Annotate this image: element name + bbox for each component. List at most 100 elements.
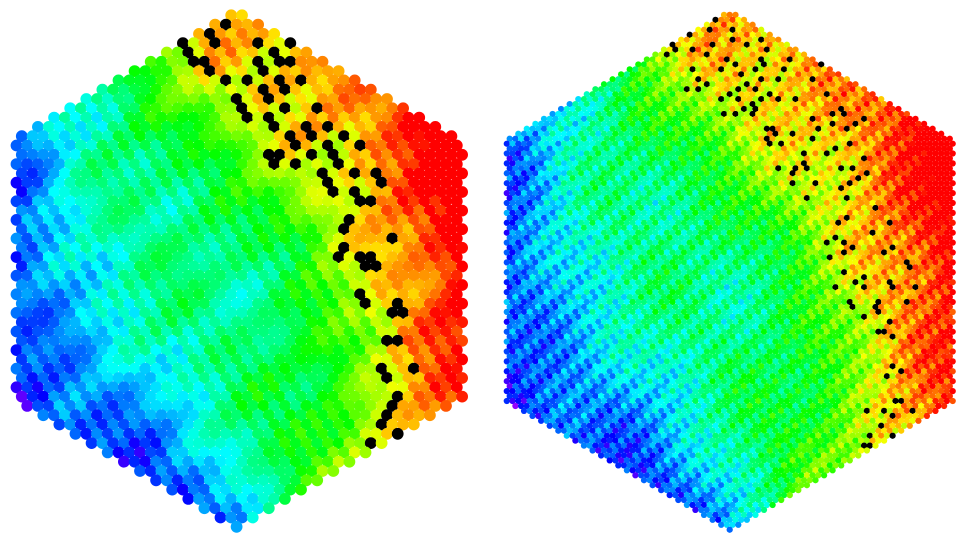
lattice-cell xyxy=(241,316,254,329)
lattice-cell xyxy=(171,325,184,338)
lattice-cell xyxy=(268,195,281,208)
lattice-cell xyxy=(629,120,636,128)
lattice-cell xyxy=(166,93,179,105)
lattice-cell xyxy=(669,41,676,48)
lattice-cell xyxy=(555,130,562,137)
lattice-cell xyxy=(354,121,366,133)
lattice-cell xyxy=(597,86,605,93)
lattice-cell xyxy=(327,409,340,422)
lattice-cell xyxy=(262,353,275,366)
lattice-cell xyxy=(316,167,329,180)
lattice-cell xyxy=(669,81,676,88)
lattice-cell xyxy=(649,115,656,123)
lattice-cell xyxy=(316,334,329,347)
lattice-cell xyxy=(53,325,66,338)
lattice-cell xyxy=(32,214,44,226)
lattice-cell xyxy=(348,204,361,217)
lattice-cell xyxy=(107,418,119,431)
lattice-cell xyxy=(798,56,805,63)
lattice-cell xyxy=(300,46,313,59)
lattice-cell xyxy=(397,307,409,319)
lattice-cell xyxy=(75,362,87,375)
lattice-cell xyxy=(709,81,716,88)
lattice-cell xyxy=(134,334,146,347)
lattice-cell xyxy=(322,400,334,412)
lattice-cell xyxy=(338,297,350,310)
lattice-cell xyxy=(150,102,162,115)
lattice-cell xyxy=(597,115,605,123)
lattice-cell xyxy=(892,120,899,128)
lattice-cell xyxy=(182,455,195,468)
lattice-cell xyxy=(198,502,211,515)
lattice-cell xyxy=(177,55,189,68)
lattice-cell xyxy=(846,110,853,118)
lattice-cell xyxy=(26,353,39,366)
lattice-cell xyxy=(715,81,722,88)
lattice-cell xyxy=(391,260,404,273)
lattice-cell xyxy=(112,223,125,236)
lattice-cell xyxy=(327,297,340,310)
lattice-cell xyxy=(80,130,93,143)
lattice-cell xyxy=(69,334,82,347)
lattice-cell xyxy=(683,36,691,43)
lattice-cell xyxy=(257,474,270,487)
lattice-cell xyxy=(171,269,184,282)
lattice-cell xyxy=(338,223,350,236)
lattice-cell xyxy=(780,76,788,83)
lattice-cell xyxy=(75,195,87,208)
lattice-cell xyxy=(85,307,98,319)
lattice-cell xyxy=(214,344,227,356)
lattice-cell xyxy=(96,344,109,356)
lattice-cell xyxy=(732,100,739,108)
lattice-cell xyxy=(402,353,415,366)
lattice-cell xyxy=(85,214,98,226)
lattice-cell xyxy=(726,71,733,78)
lattice-cell xyxy=(658,51,665,58)
lattice-cell xyxy=(166,334,179,347)
lattice-cell xyxy=(139,102,152,115)
lattice-cell xyxy=(257,288,270,301)
lattice-cell xyxy=(780,115,788,123)
lattice-cell xyxy=(706,95,713,103)
lattice-cell xyxy=(424,241,436,254)
lattice-cell xyxy=(96,121,109,133)
lattice-cell xyxy=(225,176,238,189)
lattice-cell xyxy=(695,125,702,132)
lattice-cell xyxy=(171,474,184,487)
lattice-cell xyxy=(338,316,350,329)
lattice-cell xyxy=(643,105,651,113)
lattice-cell xyxy=(609,125,616,132)
lattice-cell xyxy=(198,372,211,384)
lattice-cell xyxy=(632,105,639,113)
lattice-cell xyxy=(429,121,442,133)
lattice-cell xyxy=(21,288,34,301)
lattice-cell xyxy=(838,86,845,93)
lattice-cell xyxy=(241,465,254,477)
lattice-cell xyxy=(660,115,668,123)
lattice-cell xyxy=(37,223,50,236)
lattice-cell xyxy=(209,465,221,477)
lattice-cell xyxy=(840,91,848,98)
lattice-cell xyxy=(295,316,307,329)
lattice-cell xyxy=(703,41,711,48)
lattice-cell xyxy=(225,28,238,40)
lattice-cell xyxy=(569,115,576,123)
lattice-cell xyxy=(592,125,599,132)
lattice-cell xyxy=(397,139,409,152)
lattice-cell xyxy=(456,279,468,291)
lattice-cell xyxy=(284,316,297,329)
lattice-cell xyxy=(305,465,318,477)
lattice-cell xyxy=(386,325,399,338)
lattice-cell xyxy=(429,288,442,301)
lattice-cell xyxy=(815,66,822,73)
lattice-cell xyxy=(413,353,426,366)
lattice-cell xyxy=(96,139,109,152)
lattice-cell xyxy=(778,110,785,118)
lattice-cell xyxy=(818,81,825,88)
lattice-cell xyxy=(812,71,819,78)
lattice-cell xyxy=(589,110,596,118)
lattice-cell xyxy=(203,214,216,226)
lattice-cell xyxy=(177,148,189,161)
lattice-cell xyxy=(118,176,130,189)
lattice-cell xyxy=(370,409,383,422)
